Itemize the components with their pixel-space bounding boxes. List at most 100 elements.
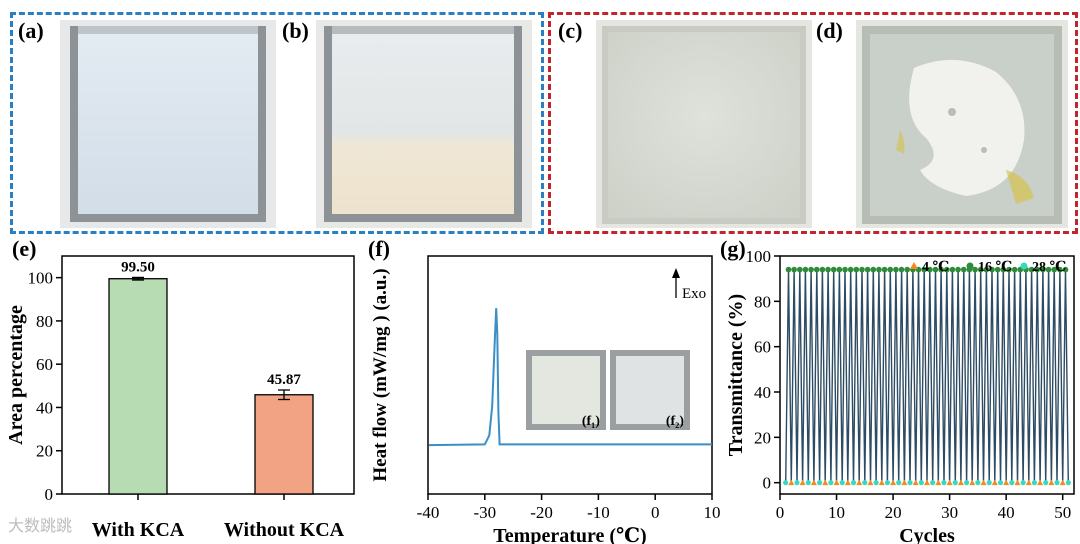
x-tick-label: 30	[941, 503, 958, 522]
marker-16c	[1006, 266, 1012, 273]
legend-label-1: 16 ℃	[978, 260, 1013, 275]
y-tick-label: 0	[45, 485, 54, 504]
photo-b	[316, 20, 532, 228]
x-tick-label: 40	[998, 503, 1015, 522]
y-tick-label: 40	[754, 383, 771, 402]
marker-16c	[1011, 266, 1018, 273]
legend-marker-1	[966, 262, 974, 270]
marker-4c	[799, 479, 806, 486]
marker-4c	[912, 479, 919, 486]
marker-16c	[960, 266, 967, 273]
y-axis-label: Heat flow (mW/mg ) (a.u.)	[370, 268, 391, 481]
marker-4c	[878, 479, 885, 486]
photo-c-image	[596, 20, 812, 228]
marker-16c	[785, 266, 792, 273]
plot-frame	[61, 255, 355, 495]
marker-28c	[862, 480, 868, 486]
photo-a-image	[60, 20, 276, 228]
photo-d-image	[856, 20, 1068, 228]
marker-16c	[898, 266, 905, 273]
x-tick-label: 0	[776, 503, 785, 522]
marker-4c	[822, 479, 829, 486]
marker-4c	[901, 479, 908, 486]
marker-16c	[842, 266, 848, 273]
marker-16c	[1028, 266, 1035, 273]
chart-f: -40 -30 -20 -10 0 10 Temperature (℃) Heat flow …	[370, 255, 720, 544]
y-tick-label: 60	[36, 355, 53, 374]
marker-16c	[847, 266, 854, 273]
marker-28c	[839, 480, 845, 486]
chart-g: 0 20 40 60 80 100 0 10 20 30 40 50 4 ℃ 16 ℃ 28 ℃ Cycles…	[725, 247, 1075, 544]
x-tick-label: -30	[473, 503, 496, 522]
marker-28c	[873, 480, 879, 486]
marker-4c	[957, 479, 964, 486]
x-category-0: With KCA	[92, 519, 185, 541]
photo-a	[60, 20, 276, 228]
marker-16c	[921, 266, 927, 273]
marker-4c	[890, 479, 897, 486]
y-tick-label: 0	[763, 474, 772, 493]
x-category-1: Without KCA	[224, 519, 345, 541]
marker-16c	[983, 266, 990, 273]
marker-16c	[876, 266, 882, 273]
marker-28c	[783, 480, 789, 486]
marker-16c	[808, 266, 814, 273]
x-tick-label: 50	[1054, 503, 1071, 522]
marker-4c	[833, 479, 840, 486]
marker-16c	[1045, 266, 1052, 273]
x-axis-label: Temperature (℃)	[493, 525, 646, 544]
marker-28c	[1020, 480, 1026, 486]
marker-4c	[946, 479, 953, 486]
panel-label-d: (d)	[816, 18, 843, 43]
y-tick-label: 20	[754, 428, 771, 447]
panel-label-b: (b)	[282, 18, 309, 43]
legend-marker-2	[1020, 262, 1028, 270]
marker-28c	[1031, 480, 1038, 486]
marker-16c	[819, 266, 826, 273]
data-label-0: 99.50	[121, 259, 155, 275]
inset-f2: (f₂)	[610, 350, 690, 430]
frame-left	[10, 12, 544, 234]
photo-d	[856, 20, 1068, 228]
panel-label-f: (f)	[368, 236, 390, 261]
x-tick-label: 10	[828, 503, 845, 522]
y-tick-label: 100	[746, 247, 772, 266]
panel-label-c: (c)	[558, 18, 583, 43]
marker-16c	[927, 266, 933, 273]
marker-28c	[907, 480, 913, 486]
marker-28c	[930, 480, 936, 486]
marker-28c	[816, 480, 823, 486]
marker-16c	[836, 266, 843, 273]
inset-f1-sample	[532, 356, 600, 424]
cycle-line	[785, 269, 1069, 483]
marker-16c	[977, 266, 984, 273]
dsc-curve	[428, 308, 712, 447]
exo-arrow-head	[672, 268, 680, 278]
panel-label-g: (g)	[720, 236, 746, 261]
y-tick-label: 60	[754, 338, 771, 357]
marker-28c	[941, 480, 947, 486]
marker-4c	[810, 479, 817, 486]
marker-16c	[870, 266, 877, 273]
marker-28c	[794, 480, 800, 486]
legend-marker-0	[910, 262, 918, 269]
marker-28c	[1009, 480, 1015, 486]
marker-4c	[867, 479, 874, 486]
marker-16c	[1062, 266, 1069, 273]
marker-16c	[791, 266, 797, 273]
marker-4c	[924, 479, 930, 486]
marker-16c	[1034, 266, 1041, 273]
inset-f1: (f₁)	[526, 350, 606, 430]
marker-16c	[1040, 266, 1046, 273]
bar-1	[254, 394, 314, 495]
marker-28c	[805, 480, 811, 486]
y-tick-label: 80	[754, 292, 771, 311]
marker-28c	[952, 480, 958, 486]
marker-28c	[850, 480, 857, 486]
marker-16c	[881, 266, 888, 273]
frame-right	[548, 12, 1078, 234]
marker-16c	[859, 266, 865, 273]
panel-label-a: (a)	[18, 18, 44, 43]
marker-16c	[830, 266, 837, 273]
y-axis-label: Area percentage	[5, 305, 27, 445]
